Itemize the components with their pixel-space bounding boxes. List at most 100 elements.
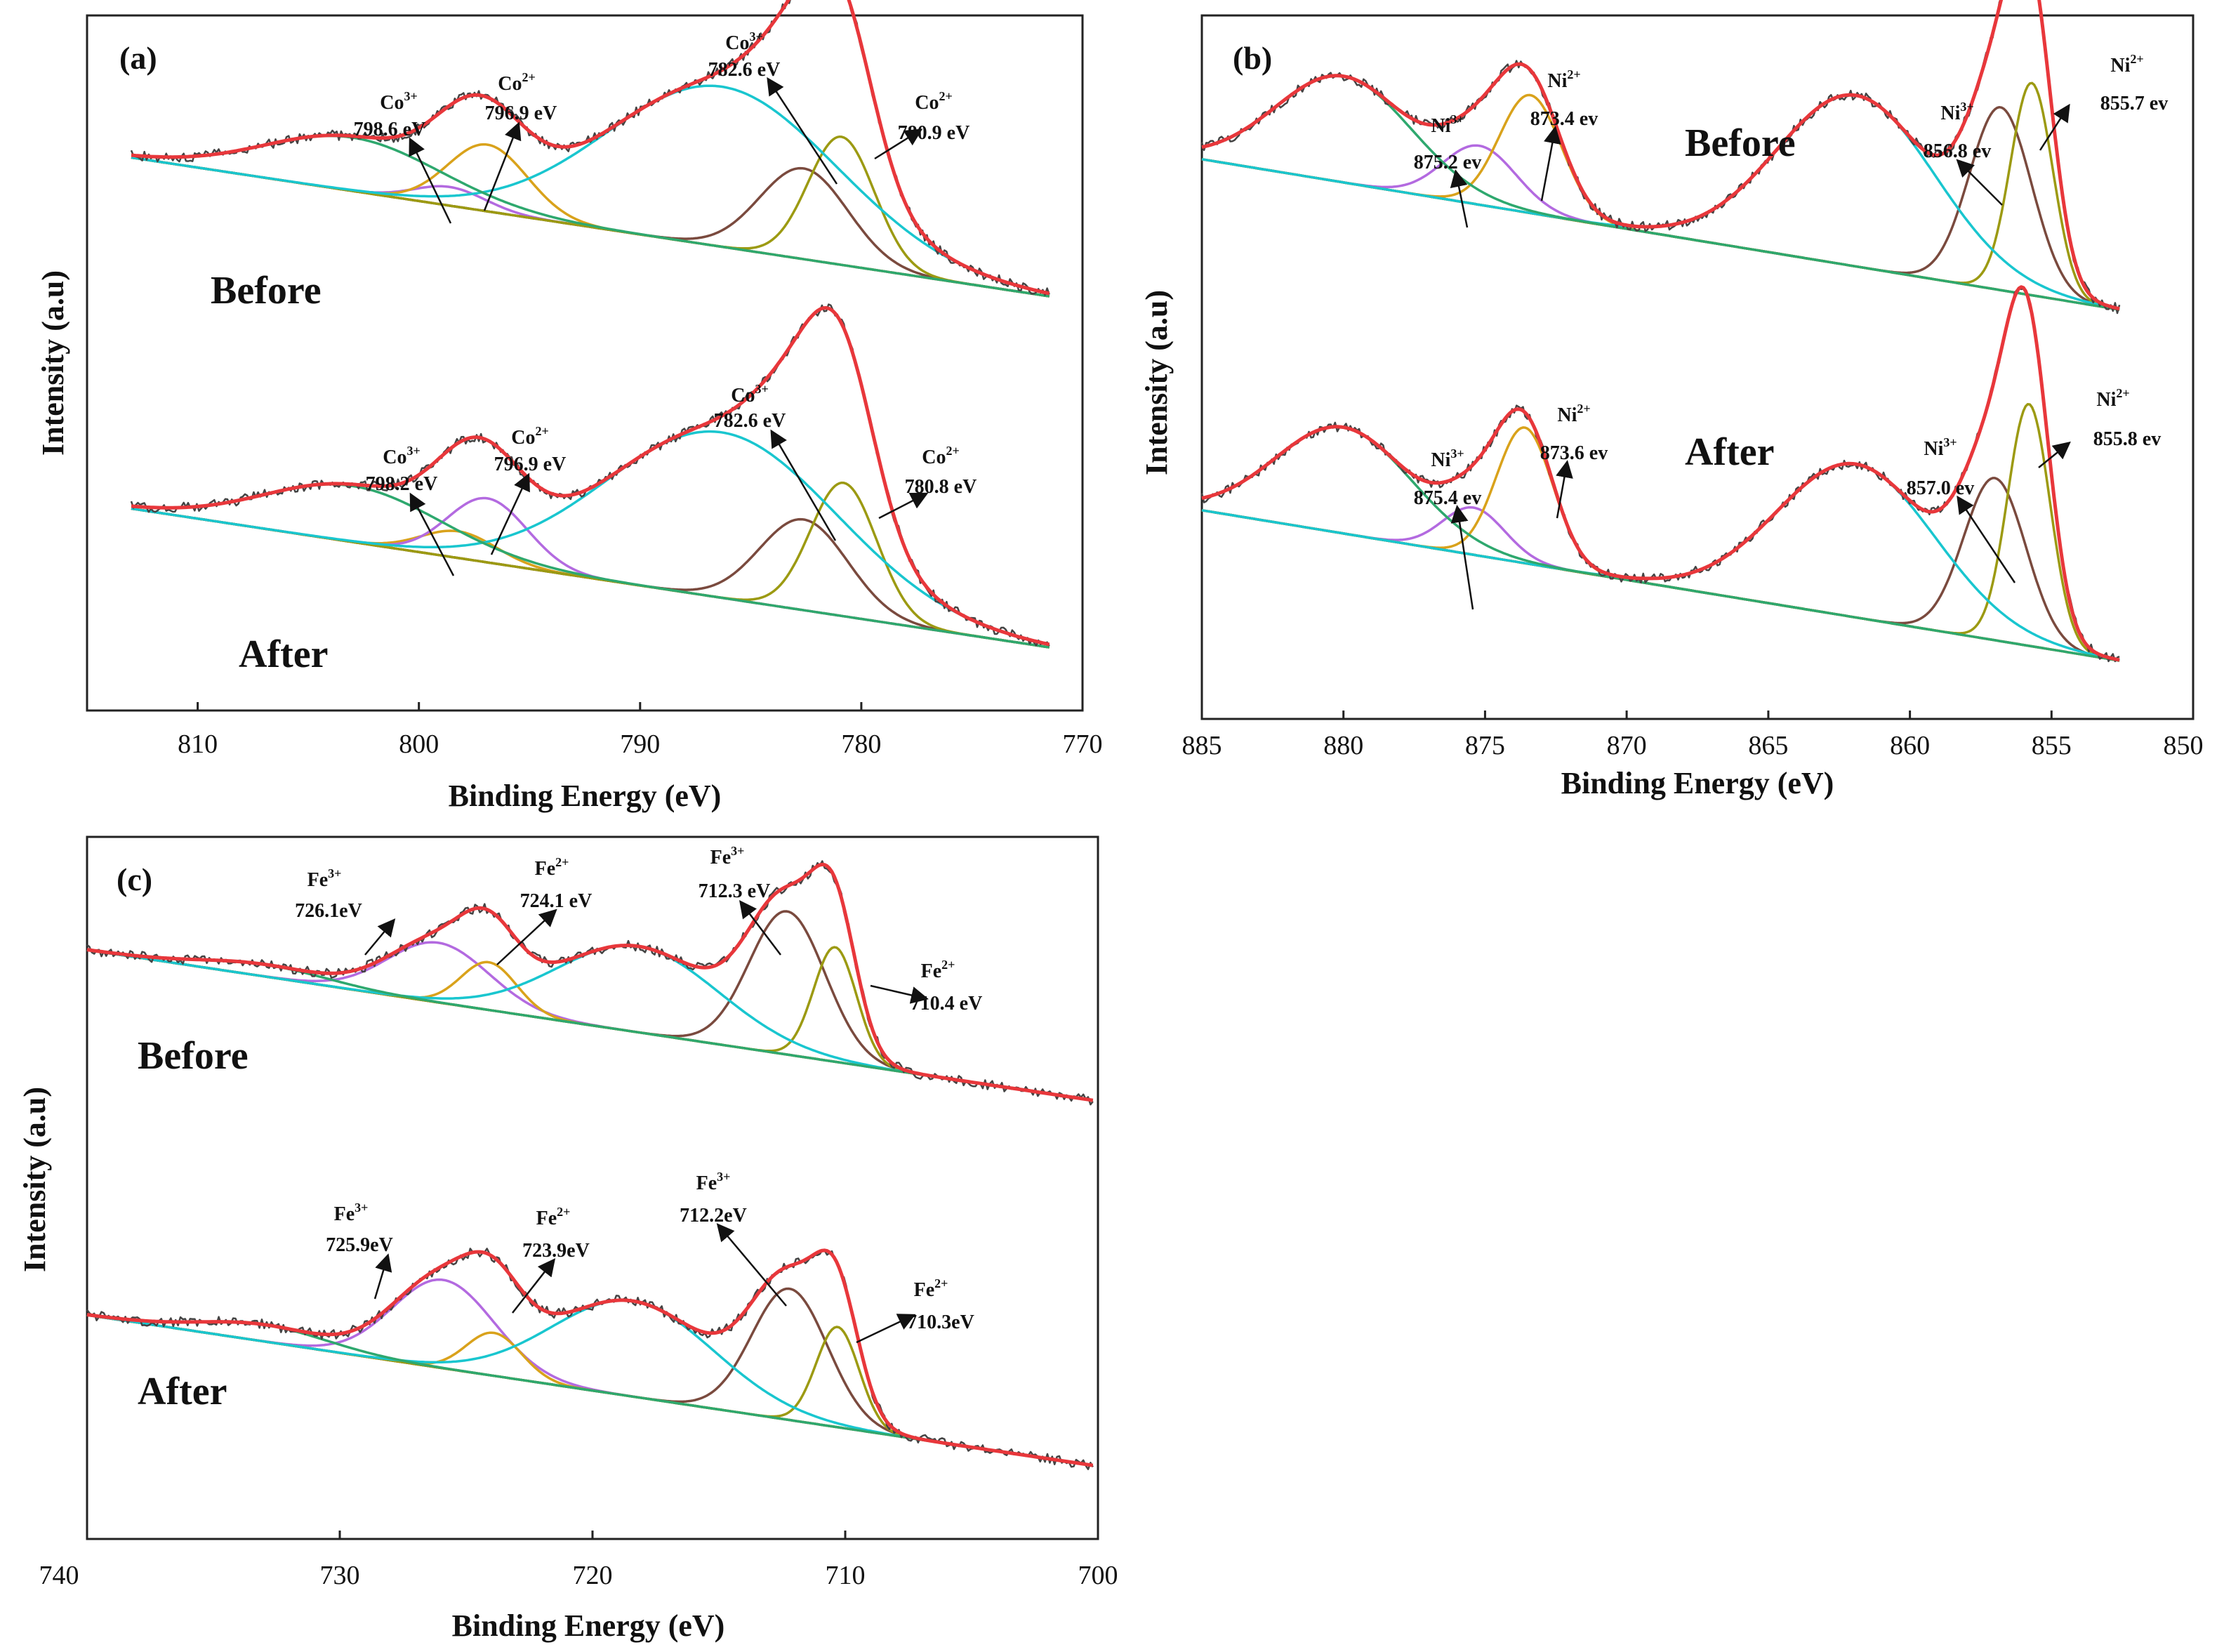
annotation-arrow (739, 900, 781, 956)
annotation-arrow (767, 77, 838, 185)
panel-c-after-annotation-fe2-710: Fe2+ 710.3eV (907, 1276, 974, 1333)
envelope-fit-line (86, 1248, 1094, 1467)
panel-b-label: (b) (1233, 40, 1272, 76)
envelope-fit-line (86, 862, 1094, 1102)
annotation-arrow (1540, 126, 1561, 201)
fit-peak-ni2plus (1201, 81, 2120, 311)
annotation-arrow (1450, 169, 1469, 228)
panel-c-before-label: Before (138, 1034, 249, 1078)
fit-peak-ni3plus (1201, 477, 2120, 662)
annotation-arrow (1556, 460, 1573, 519)
svg-text:Ni3+: Ni3+ (1940, 100, 1973, 124)
panel-b-y-axis-label: Intensity (a.u) (1139, 290, 1174, 475)
fit-peak-ni2plus (1201, 93, 2120, 311)
panel-b-tick-label: 885 (1182, 731, 1222, 760)
panel-a: (a) Intensity (a.u) Binding Energy (eV) … (36, 0, 1103, 813)
panel-c-tick-label: 740 (39, 1561, 79, 1590)
svg-text:Co3+: Co3+ (725, 29, 763, 54)
fit-peak-co2plus (131, 496, 1050, 649)
svg-text:Ni2+: Ni2+ (2096, 386, 2129, 411)
svg-text:798.2 eV: 798.2 eV (366, 473, 438, 495)
annotation-arrow (364, 918, 396, 956)
panel-b-after-label: After (1685, 430, 1774, 474)
panel-a-after-label: After (239, 633, 328, 676)
panel-b-before-annotation-ni2-855: Ni2+ 855.7 ev (2100, 52, 2168, 114)
annotation-arrow (1450, 505, 1474, 610)
svg-text:Fe2+: Fe2+ (536, 1205, 571, 1229)
panel-b-tick-label: 875 (1465, 731, 1505, 760)
svg-text:780.8 eV: 780.8 eV (905, 476, 977, 498)
annotation-arrow (2038, 441, 2071, 468)
panel-b-tick-label: 870 (1607, 731, 1647, 760)
panel-b-after-annotation-ni3-857: Ni3+ 857.0 ev (1907, 435, 1974, 499)
svg-text:Fe2+: Fe2+ (535, 855, 569, 880)
panel-a-tick-label: 780 (841, 729, 881, 759)
svg-text:725.9eV: 725.9eV (326, 1234, 393, 1256)
svg-text:Fe2+: Fe2+ (914, 1276, 948, 1301)
panel-b-tick-label: 850 (2164, 731, 2204, 760)
svg-text:Fe2+: Fe2+ (921, 958, 955, 982)
svg-text:Ni2+: Ni2+ (2110, 52, 2143, 77)
panel-b-tick-label: 880 (1323, 731, 1363, 760)
svg-text:710.3eV: 710.3eV (907, 1311, 974, 1333)
panel-a-before-spectrum (130, 0, 1050, 298)
svg-text:Co3+: Co3+ (380, 89, 418, 114)
panel-c-after-annotation-fe3-712: Fe3+ 712.2eV (680, 1170, 747, 1227)
annotation-arrow (770, 429, 837, 541)
svg-text:Ni3+: Ni3+ (1431, 112, 1464, 137)
annotation-arrow (409, 492, 455, 576)
svg-text:780.9 eV: 780.9 eV (898, 122, 970, 144)
panel-c-frame (86, 835, 1099, 1540)
panel-a-tick-label: 810 (178, 729, 218, 759)
panel-a-after-annotation-co2-796: Co2+ 796.9 eV (494, 424, 567, 475)
panel-a-y-axis-label: Intensity (a.u) (36, 270, 70, 456)
envelope-fit-line (1201, 285, 2120, 662)
svg-text:Co3+: Co3+ (383, 444, 421, 468)
panel-a-after-spectrum (130, 303, 1050, 649)
panel-c-label: (c) (117, 861, 152, 897)
annotation-arrow (490, 473, 530, 555)
panel-a-frame (86, 14, 1084, 712)
annotation-arrow (874, 128, 923, 160)
raw-data-line (130, 303, 1050, 647)
panel-c-tick-label: 710 (826, 1561, 866, 1590)
svg-text:875.2 ev: 875.2 ev (1414, 152, 1481, 173)
svg-text:Fe3+: Fe3+ (696, 1170, 731, 1194)
annotation-arrow (483, 121, 522, 211)
panel-c-after-spectrum (86, 1248, 1094, 1470)
panel-b-before-annotation-ni3-875: Ni3+ 875.2 ev (1414, 112, 1481, 173)
svg-text:724.1 eV: 724.1 eV (520, 890, 593, 912)
panel-a-tick-label: 790 (620, 729, 660, 759)
svg-text:726.1eV: 726.1eV (295, 900, 362, 922)
panel-a-before-annotation-co2-796: Co2+ 796.9 eV (485, 70, 557, 124)
panel-c-after-annotation-fe2-723: Fe2+ 723.9eV (522, 1205, 590, 1262)
panel-a-after-annotation-co3-782: Co3+ 782.6 eV (714, 382, 786, 432)
panel-a-tick-label: 800 (399, 729, 439, 759)
annotation-arrow (373, 1253, 392, 1300)
svg-text:856.8 ev: 856.8 ev (1924, 140, 1991, 162)
panel-c-tick-label: 720 (573, 1561, 613, 1590)
svg-text:723.9eV: 723.9eV (522, 1240, 590, 1262)
svg-text:798.6 eV: 798.6 eV (354, 119, 426, 140)
svg-text:782.6 eV: 782.6 eV (708, 59, 781, 81)
annotation-arrow (512, 1258, 556, 1314)
annotation-arrow (1957, 495, 2016, 583)
annotation-arrows (364, 77, 2071, 1344)
panel-b-before-spectrum (1200, 0, 2121, 315)
panel-c: (c) Intensity (a.u) Binding Energy (eV) … (18, 835, 1118, 1643)
panel-c-y-axis-label: Intensity (a.u) (18, 1087, 52, 1272)
panel-a-before-annotation-co3-782: Co3+ 782.6 eV (708, 29, 781, 81)
panel-a-before-annotation-co3-798: Co3+ 798.6 eV (354, 89, 426, 140)
envelope-fit-line (131, 306, 1050, 647)
raw-data-line (130, 0, 1050, 296)
panel-c-before-spectrum (86, 860, 1094, 1106)
panel-a-after-annotation-co3-798: Co3+ 798.2 eV (366, 444, 438, 495)
panel-b-before-annotation-ni2-873: Ni2+ 873.4 ev (1530, 67, 1598, 130)
svg-text:Fe3+: Fe3+ (334, 1201, 369, 1225)
panel-c-after-label: After (138, 1370, 227, 1413)
raw-data-line (1200, 287, 2120, 663)
svg-text:Co2+: Co2+ (915, 89, 953, 114)
svg-text:Co2+: Co2+ (511, 424, 549, 449)
panel-b-after-annotation-ni2-873: Ni2+ 873.6 ev (1540, 402, 1608, 464)
